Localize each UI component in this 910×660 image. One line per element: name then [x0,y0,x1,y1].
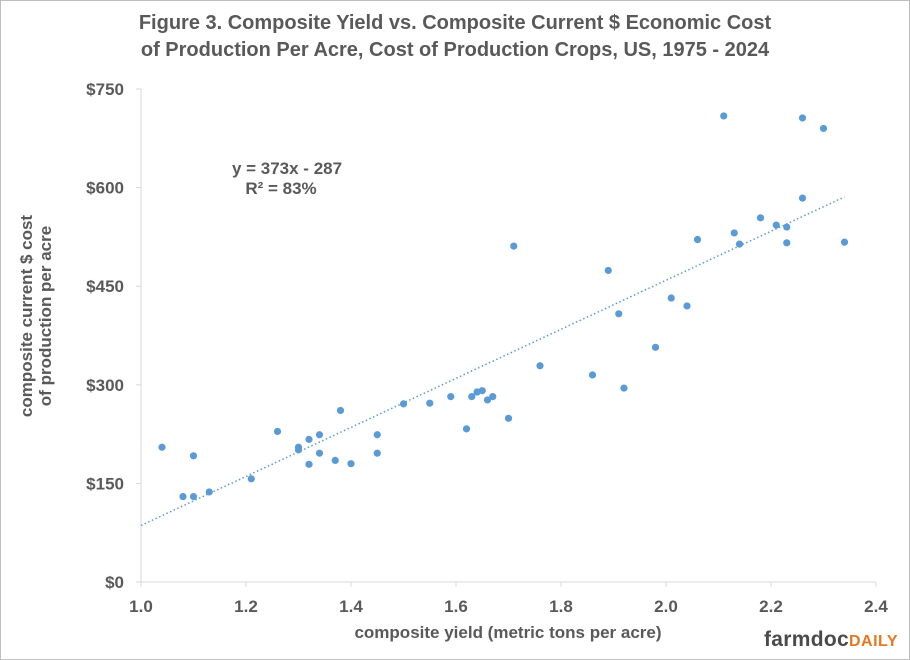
data-point [651,343,660,351]
data-point [620,384,628,392]
data-points [158,112,849,501]
data-point [468,393,476,401]
data-point [840,238,849,246]
data-point [720,112,728,120]
chart-title: Figure 3. Composite Yield vs. Composite … [0,10,910,64]
data-point [373,449,381,457]
data-point [331,456,339,464]
data-point [483,396,492,404]
data-point [489,393,497,401]
x-tick-label: 1.8 [549,597,573,616]
data-point [783,239,791,247]
data-point [347,460,355,468]
data-point [667,294,675,302]
data-point [588,371,597,379]
x-tick-label: 1.6 [444,597,468,616]
data-point [315,431,324,439]
data-point [373,431,381,439]
x-tick-label: 1.4 [339,597,363,616]
data-point [305,435,313,443]
y-tick-label: $150 [86,474,124,493]
farmdoc-daily-logo: farmdocDAILY [764,628,898,652]
data-point [683,302,691,310]
data-point [315,449,324,457]
data-point [604,266,612,275]
y-tick-label: $600 [86,179,124,198]
x-axis-title: composite yield (metric tons per acre) [354,623,661,642]
data-point [305,460,313,468]
brand-accent: DAILY [848,633,898,650]
y-tick-labels: $0 $150 $300 $450 $600 $750 [86,80,124,592]
data-point [693,235,702,244]
data-point [798,194,807,202]
y-tick-label: $300 [86,376,124,395]
data-point [189,492,198,501]
data-point [462,425,471,433]
data-point [735,240,744,248]
y-tick-label: $450 [86,277,124,296]
chart-title-line-1: Figure 3. Composite Yield vs. Composite … [138,12,772,34]
brand-main: farmdoc [764,628,849,651]
data-point [756,214,765,222]
data-point [819,124,828,133]
x-tick-label: 1.2 [234,597,258,616]
axes [136,88,877,587]
data-point [783,223,791,231]
trendline [140,196,845,527]
x-tick-label: 2.2 [759,597,783,616]
y-axis-title-line-2: of production per acre [36,226,55,406]
data-point [615,310,623,318]
x-tick-labels: 1.0 1.2 1.4 1.6 1.8 2.0 2.2 2.4 [129,597,888,616]
data-point [504,414,513,422]
data-point [536,362,544,370]
trendline-group [140,196,845,527]
data-point [478,387,486,395]
data-point [189,452,198,460]
data-point [399,400,408,408]
trend-equation: y = 373x - 287 [232,159,342,178]
data-point [273,427,282,436]
data-point [798,114,807,122]
y-axis-title: composite current $ cost of production p… [17,215,55,418]
x-tick-label: 2.4 [864,597,888,616]
x-tick-label: 2.0 [654,597,678,616]
data-point [294,446,303,454]
data-point [772,221,780,229]
data-point [730,229,738,237]
y-tick-label: $750 [86,80,124,99]
data-point [336,406,345,415]
data-point [205,488,213,496]
y-axis-title-line-1: composite current $ cost [17,215,36,418]
y-tick-label: $0 [105,573,124,592]
data-point [158,443,166,451]
chart-title-line-2: of Production Per Acre, Cost of Producti… [140,39,770,61]
data-point [247,475,255,483]
data-point [179,492,187,501]
data-point [447,393,455,401]
data-point [426,399,434,407]
x-tick-label: 1.0 [129,597,153,616]
data-point [510,242,518,250]
r-squared-label: R² = 83% [245,179,316,198]
